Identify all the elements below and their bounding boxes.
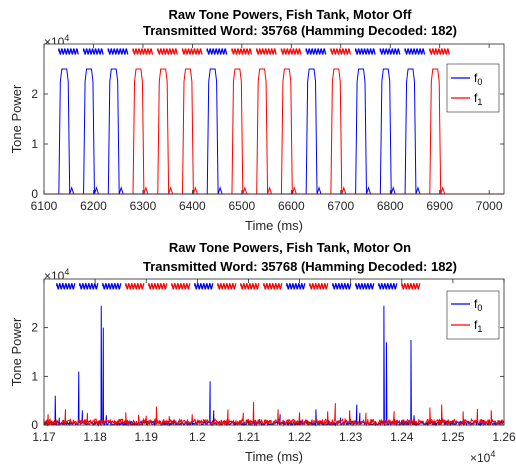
bit-marker (56, 283, 76, 290)
x-tick-label: 6100 (31, 199, 58, 213)
chart-top-legend-f0-label: f0 (474, 71, 482, 87)
chart-top: Raw Tone Powers, Fish Tank, Motor Off Tr… (9, 7, 505, 233)
chart-bottom-x-ticks: 1.17 1.18 1.19 1.2 1.21 1.22 1.23 1.24 1.25 1.26 (32, 279, 516, 444)
y-tick-label: 0 (31, 418, 38, 432)
chart-top-bit-markers (58, 48, 450, 55)
x-tick-label: 6200 (80, 199, 107, 213)
x-tick-label: 6800 (377, 199, 404, 213)
chart-top-x-axis-label: Time (ms) (245, 218, 303, 233)
bit-marker (240, 283, 260, 290)
bit-marker (82, 48, 104, 55)
series-line-f1 (43, 402, 504, 427)
x-tick-label: 1.17 (32, 430, 56, 444)
bit-marker (256, 48, 277, 55)
bit-marker (355, 283, 375, 290)
y-tick-label: 0 (31, 187, 38, 201)
chart-bottom-plot-area (44, 279, 504, 425)
bit-marker (263, 283, 283, 290)
bit-marker (107, 48, 129, 55)
bit-marker (58, 48, 79, 55)
chart-bottom-series (43, 305, 504, 427)
chart-bottom-title-line1: Raw Tone Powers, Fish Tank, Motor On (169, 240, 411, 255)
x-tick-label: 1.22 (288, 430, 312, 444)
x-tick-label: 6600 (278, 199, 305, 213)
chart-bottom-axes-box (43, 278, 505, 426)
bit-marker (401, 283, 421, 290)
chart-bottom-legend: f0 f1 (446, 290, 500, 340)
bit-marker (181, 48, 203, 55)
y-tick-label: 1 (31, 137, 38, 151)
chart-top-axes-box (43, 43, 505, 195)
bit-marker (378, 283, 398, 290)
bit-marker (404, 48, 426, 55)
bit-marker (102, 283, 122, 290)
chart-top-y-axis-label: Tone Power (9, 84, 24, 153)
bit-marker (305, 48, 327, 55)
chart-top-y-ticks: 0 1 2 (31, 87, 504, 201)
bit-marker (206, 48, 228, 55)
x-tick-label: 1.25 (441, 430, 465, 444)
chart-bottom-x-axis-label: Time (ms) (245, 449, 303, 464)
bit-marker (231, 48, 253, 55)
x-tick-label: 6500 (228, 199, 255, 213)
bit-marker (286, 283, 306, 290)
bit-marker (217, 283, 237, 290)
chart-bottom-y-axis-label: Tone Power (9, 317, 24, 386)
y-tick-label: 2 (31, 321, 38, 335)
x-tick-label: 1.23 (339, 430, 363, 444)
bit-marker (125, 283, 145, 290)
bit-marker (332, 283, 352, 290)
chart-bottom-legend-box (446, 290, 500, 340)
bit-marker (309, 283, 329, 290)
chart-top-legend: f0 f1 (446, 63, 500, 113)
x-tick-label: 7000 (476, 199, 503, 213)
x-tick-label: 6300 (130, 199, 157, 213)
chart-bottom-legend-f1-label: f1 (474, 318, 482, 334)
chart-top-x-ticks: 6100 6200 6300 6400 6500 6600 6700 6800 6900 7000 (31, 44, 503, 213)
chart-bottom-legend-f0-label: f0 (474, 297, 482, 313)
chart-bottom: Raw Tone Powers, Fish Tank, Motor On Tra… (9, 240, 516, 465)
chart-bottom-title-line2: Transmitted Word: 35768 (Hamming Decoded… (143, 259, 457, 274)
bit-marker (194, 283, 214, 290)
x-tick-label: 6900 (426, 199, 453, 213)
x-tick-label: 1.21 (237, 430, 261, 444)
bit-marker (330, 48, 352, 55)
x-tick-label: 6400 (179, 199, 206, 213)
bit-marker (379, 48, 401, 55)
y-tick-label: 2 (31, 87, 38, 101)
bit-marker (79, 283, 99, 290)
x-tick-label: 1.24 (390, 430, 414, 444)
chart-top-plot-area (44, 44, 504, 194)
x-tick-label: 1.26 (492, 430, 516, 444)
chart-bottom-x-exponent: ×104 (470, 449, 495, 465)
x-tick-label: 6700 (327, 199, 354, 213)
bit-marker (148, 283, 168, 290)
bit-marker (132, 48, 154, 55)
chart-top-legend-box (446, 63, 500, 113)
chart-top-title-line1: Raw Tone Powers, Fish Tank, Motor Off (169, 7, 413, 22)
chart-bottom-bit-markers (56, 283, 421, 290)
bit-marker (157, 48, 178, 55)
x-tick-label: 1.2 (189, 430, 206, 444)
chart-bottom-y-ticks: 0 1 2 (31, 321, 504, 432)
chart-top-title-line2: Transmitted Word: 35768 (Hamming Decoded… (143, 23, 457, 38)
x-tick-label: 1.19 (135, 430, 159, 444)
bit-marker (280, 48, 302, 55)
bit-marker (354, 48, 376, 55)
x-tick-label: 1.18 (83, 430, 107, 444)
y-tick-label: 1 (31, 369, 38, 383)
bit-marker (171, 283, 191, 290)
chart-top-legend-f1-label: f1 (474, 91, 482, 107)
bit-marker (429, 48, 450, 55)
